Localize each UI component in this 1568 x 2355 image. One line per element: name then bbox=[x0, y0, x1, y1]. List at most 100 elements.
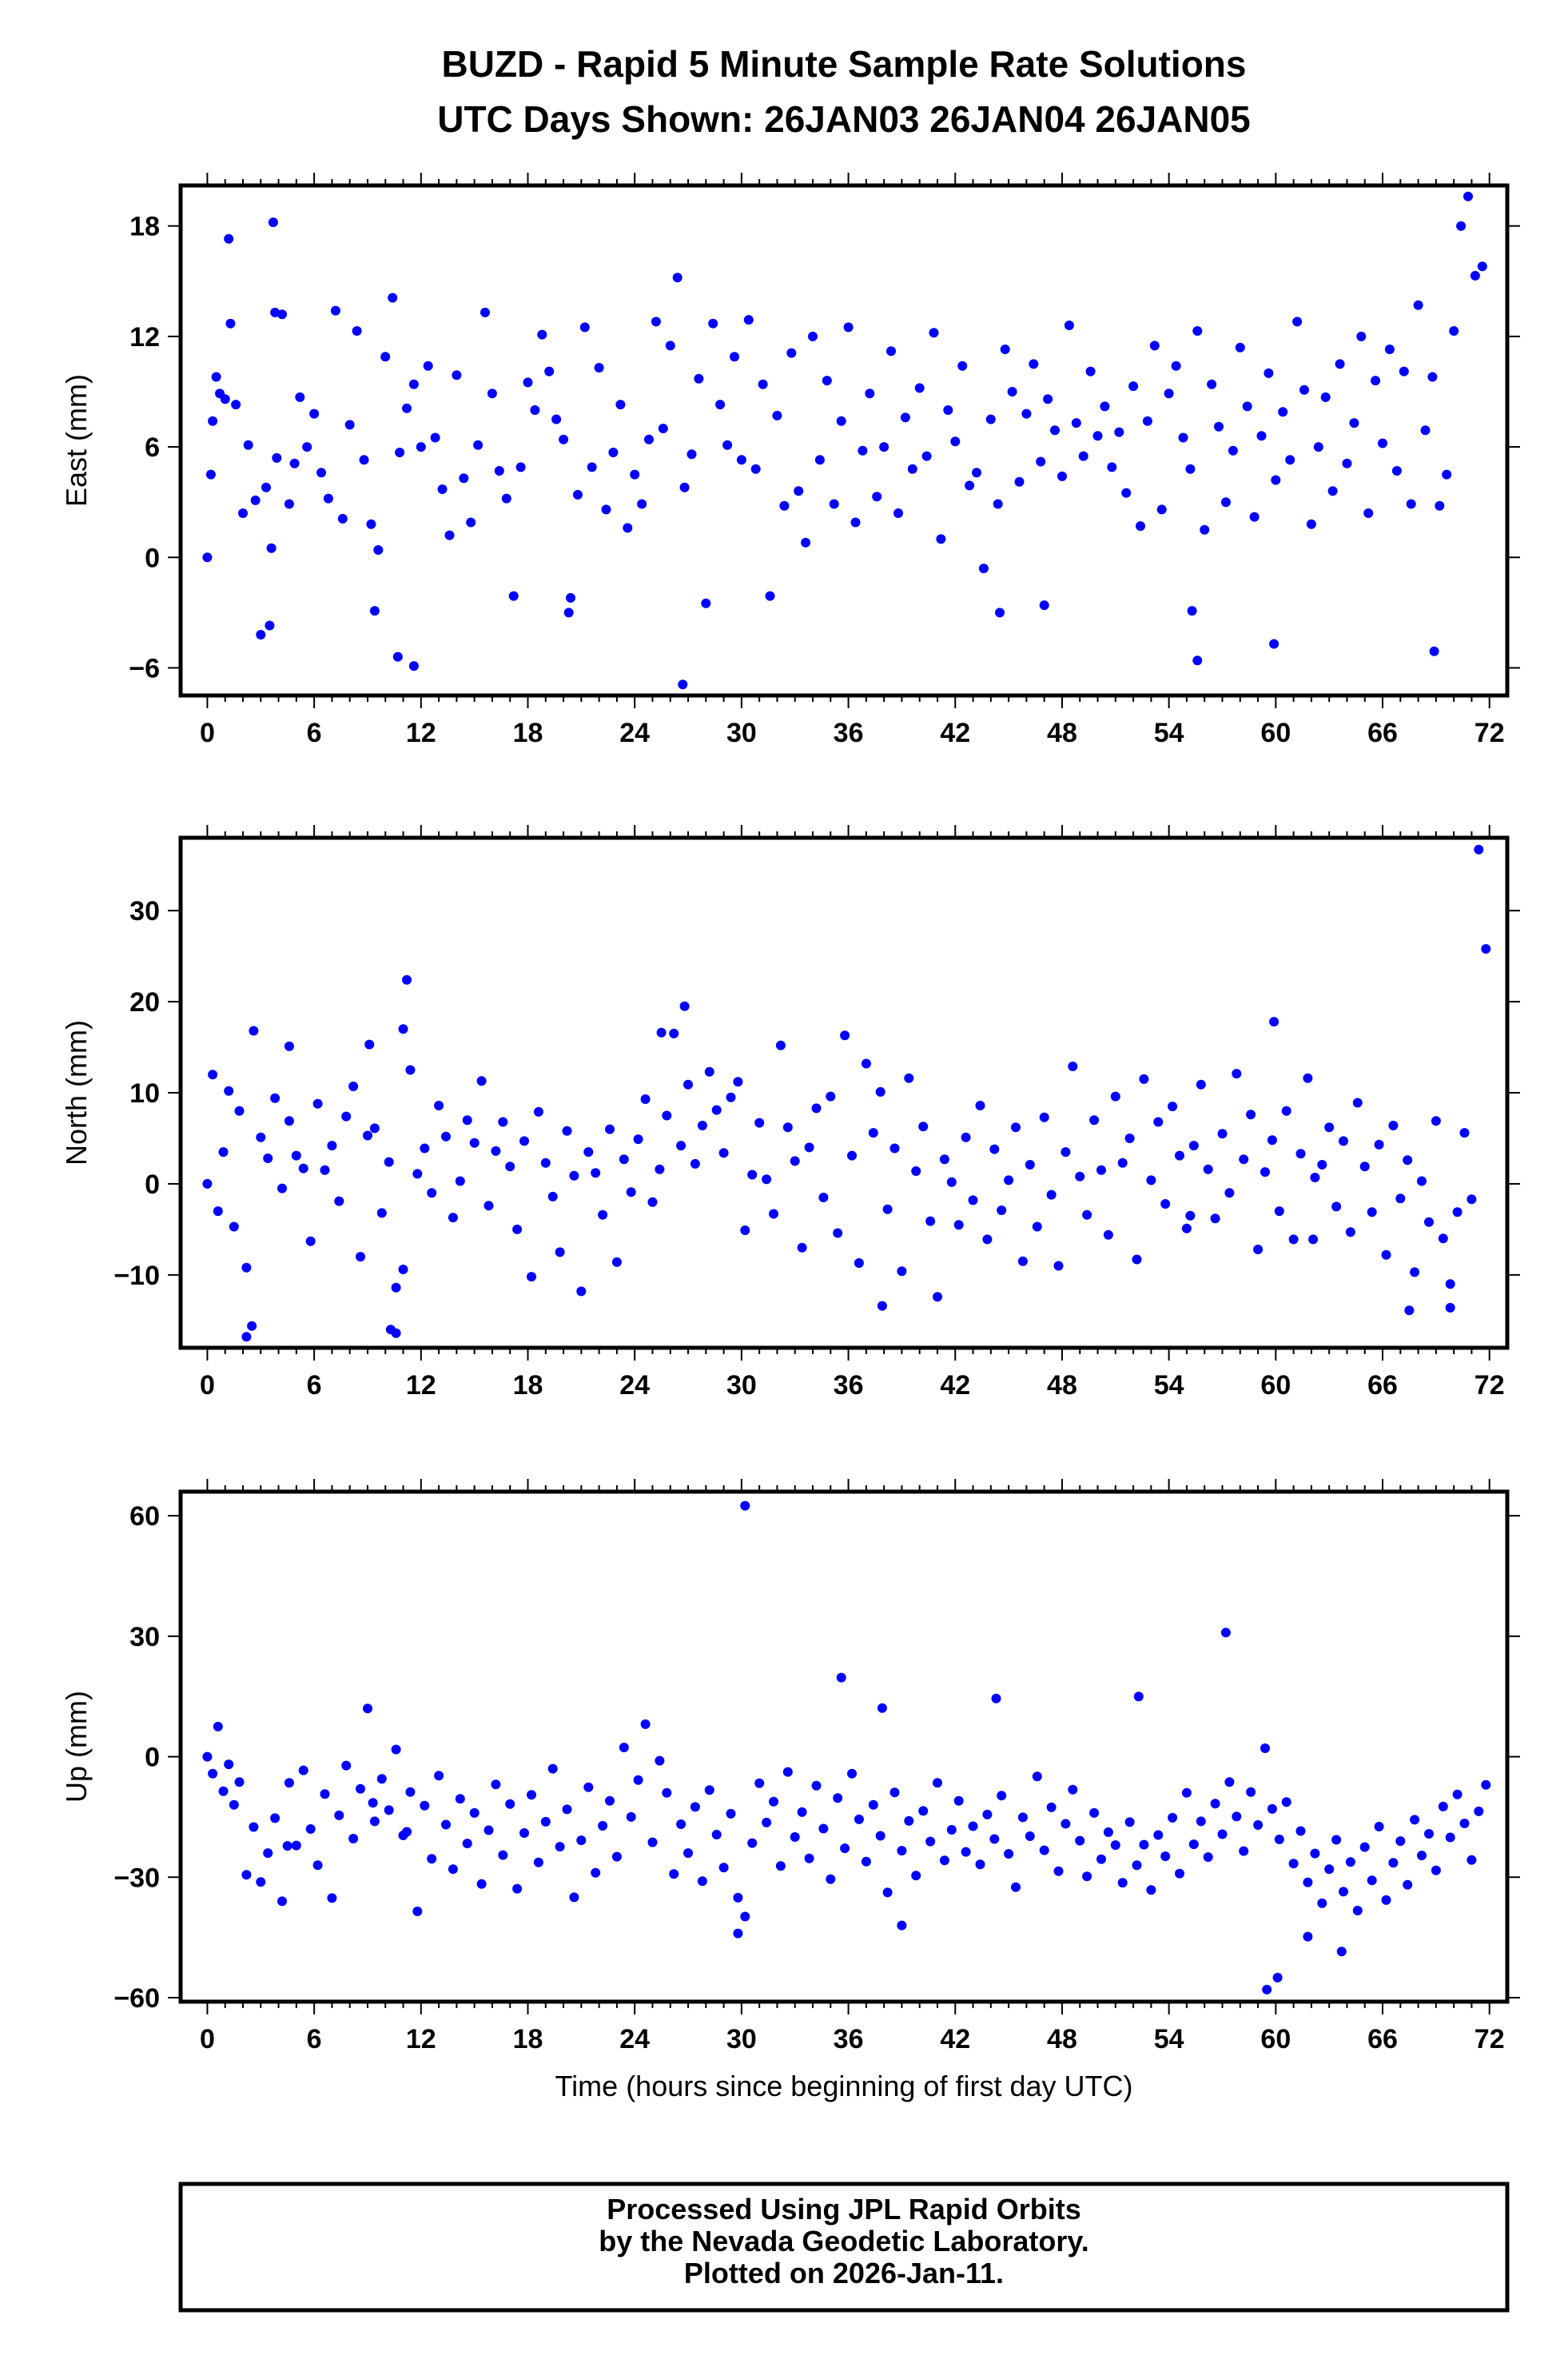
north-data-point bbox=[854, 1258, 864, 1268]
east-data-point bbox=[284, 499, 294, 509]
east-data-point bbox=[921, 451, 932, 461]
up-data-point bbox=[882, 1887, 893, 1898]
north-data-point bbox=[1082, 1209, 1092, 1220]
east-data-point bbox=[1192, 326, 1203, 336]
east-y-tick-label: 12 bbox=[129, 322, 160, 353]
north-y-tick-label: 30 bbox=[129, 896, 160, 926]
north-data-point bbox=[946, 1177, 957, 1187]
north-data-point bbox=[769, 1209, 778, 1219]
east-data-point bbox=[416, 442, 426, 452]
up-data-point bbox=[1324, 1864, 1335, 1875]
east-data-point bbox=[1078, 451, 1088, 461]
east-data-point bbox=[750, 464, 761, 474]
up-data-point bbox=[1132, 1860, 1142, 1871]
east-x-tick-label: 72 bbox=[1474, 718, 1505, 748]
up-data-point bbox=[982, 1809, 993, 1819]
up-data-point bbox=[1374, 1822, 1384, 1831]
east-data-point bbox=[1187, 606, 1197, 616]
east-data-point bbox=[665, 341, 675, 351]
up-data-point bbox=[376, 1774, 387, 1784]
north-data-point bbox=[1267, 1135, 1277, 1146]
up-data-point bbox=[420, 1800, 430, 1811]
north-data-point bbox=[847, 1150, 857, 1161]
north-data-point bbox=[256, 1132, 266, 1142]
north-data-point bbox=[1025, 1160, 1035, 1170]
up-x-tick-label: 42 bbox=[940, 2024, 970, 2054]
north-data-point bbox=[1445, 1279, 1455, 1289]
east-data-point bbox=[1292, 317, 1303, 327]
east-data-point bbox=[1128, 381, 1139, 392]
east-data-point bbox=[1271, 475, 1281, 485]
up-data-point bbox=[1239, 1846, 1249, 1856]
north-data-point bbox=[611, 1257, 622, 1267]
north-data-point bbox=[341, 1111, 352, 1122]
east-data-point bbox=[1142, 416, 1152, 426]
up-data-point bbox=[1310, 1848, 1320, 1859]
up-data-point bbox=[640, 1719, 651, 1729]
east-data-point bbox=[1200, 524, 1210, 535]
up-data-point bbox=[1153, 1830, 1164, 1840]
north-x-tick-label: 12 bbox=[406, 1370, 436, 1401]
east-data-point bbox=[459, 473, 469, 484]
east-data-point bbox=[658, 424, 668, 433]
east-data-point bbox=[238, 508, 248, 518]
east-data-point bbox=[936, 534, 946, 544]
north-data-point bbox=[519, 1136, 529, 1146]
north-data-point bbox=[1410, 1267, 1420, 1277]
up-data-point bbox=[790, 1832, 800, 1842]
up-data-point bbox=[1336, 1947, 1347, 1957]
up-data-point bbox=[256, 1877, 266, 1887]
east-data-point bbox=[408, 661, 419, 671]
north-data-point bbox=[284, 1116, 294, 1126]
north-x-tick-label: 60 bbox=[1260, 1370, 1291, 1401]
east-y-tick-label: 18 bbox=[129, 212, 160, 242]
east-data-point bbox=[1442, 469, 1452, 480]
east-data-point bbox=[822, 376, 832, 386]
footer-box: Processed Using JPL Rapid Orbits by the … bbox=[178, 2182, 1510, 2313]
north-data-point bbox=[726, 1092, 736, 1102]
up-data-point bbox=[1075, 1835, 1085, 1846]
east-data-point bbox=[380, 352, 391, 362]
up-data-point bbox=[213, 1721, 223, 1731]
east-data-point bbox=[473, 440, 484, 450]
north-data-point bbox=[1175, 1150, 1184, 1161]
up-data-point bbox=[961, 1847, 971, 1857]
up-data-point bbox=[818, 1823, 829, 1834]
east-data-point bbox=[1000, 345, 1010, 354]
north-data-point bbox=[469, 1138, 480, 1148]
up-data-point bbox=[1217, 1829, 1228, 1839]
up-x-tick-label: 12 bbox=[406, 2024, 436, 2054]
up-data-point bbox=[840, 1843, 850, 1854]
up-data-point bbox=[434, 1771, 444, 1781]
up-data-point bbox=[797, 1807, 807, 1817]
north-data-point bbox=[718, 1148, 729, 1158]
north-data-point bbox=[911, 1166, 921, 1176]
east-data-point bbox=[843, 322, 854, 333]
east-data-point bbox=[437, 484, 448, 494]
east-data-point bbox=[1064, 321, 1074, 330]
up-data-point bbox=[1061, 1819, 1071, 1829]
north-data-point bbox=[882, 1204, 893, 1214]
east-data-point bbox=[1256, 431, 1267, 441]
east-data-point bbox=[1349, 418, 1359, 428]
east-data-point bbox=[1149, 341, 1160, 351]
north-data-point bbox=[1324, 1122, 1335, 1133]
up-data-point bbox=[462, 1839, 472, 1849]
east-data-point bbox=[1477, 261, 1487, 272]
east-data-point bbox=[373, 545, 384, 555]
north-data-point bbox=[790, 1156, 800, 1166]
north-data-point bbox=[1168, 1102, 1178, 1112]
north-data-point bbox=[656, 1027, 667, 1038]
north-data-point bbox=[291, 1150, 301, 1161]
east-data-point bbox=[544, 366, 555, 377]
east-data-point bbox=[985, 414, 996, 424]
north-data-point bbox=[961, 1132, 971, 1142]
north-data-point bbox=[241, 1332, 252, 1342]
east-data-point bbox=[957, 361, 968, 371]
up-data-point bbox=[718, 1863, 729, 1873]
east-data-point bbox=[268, 217, 278, 228]
north-plot-frame bbox=[178, 835, 1510, 1350]
up-data-point bbox=[1224, 1777, 1235, 1787]
up-data-point bbox=[655, 1755, 665, 1766]
north-data-point bbox=[320, 1165, 330, 1175]
